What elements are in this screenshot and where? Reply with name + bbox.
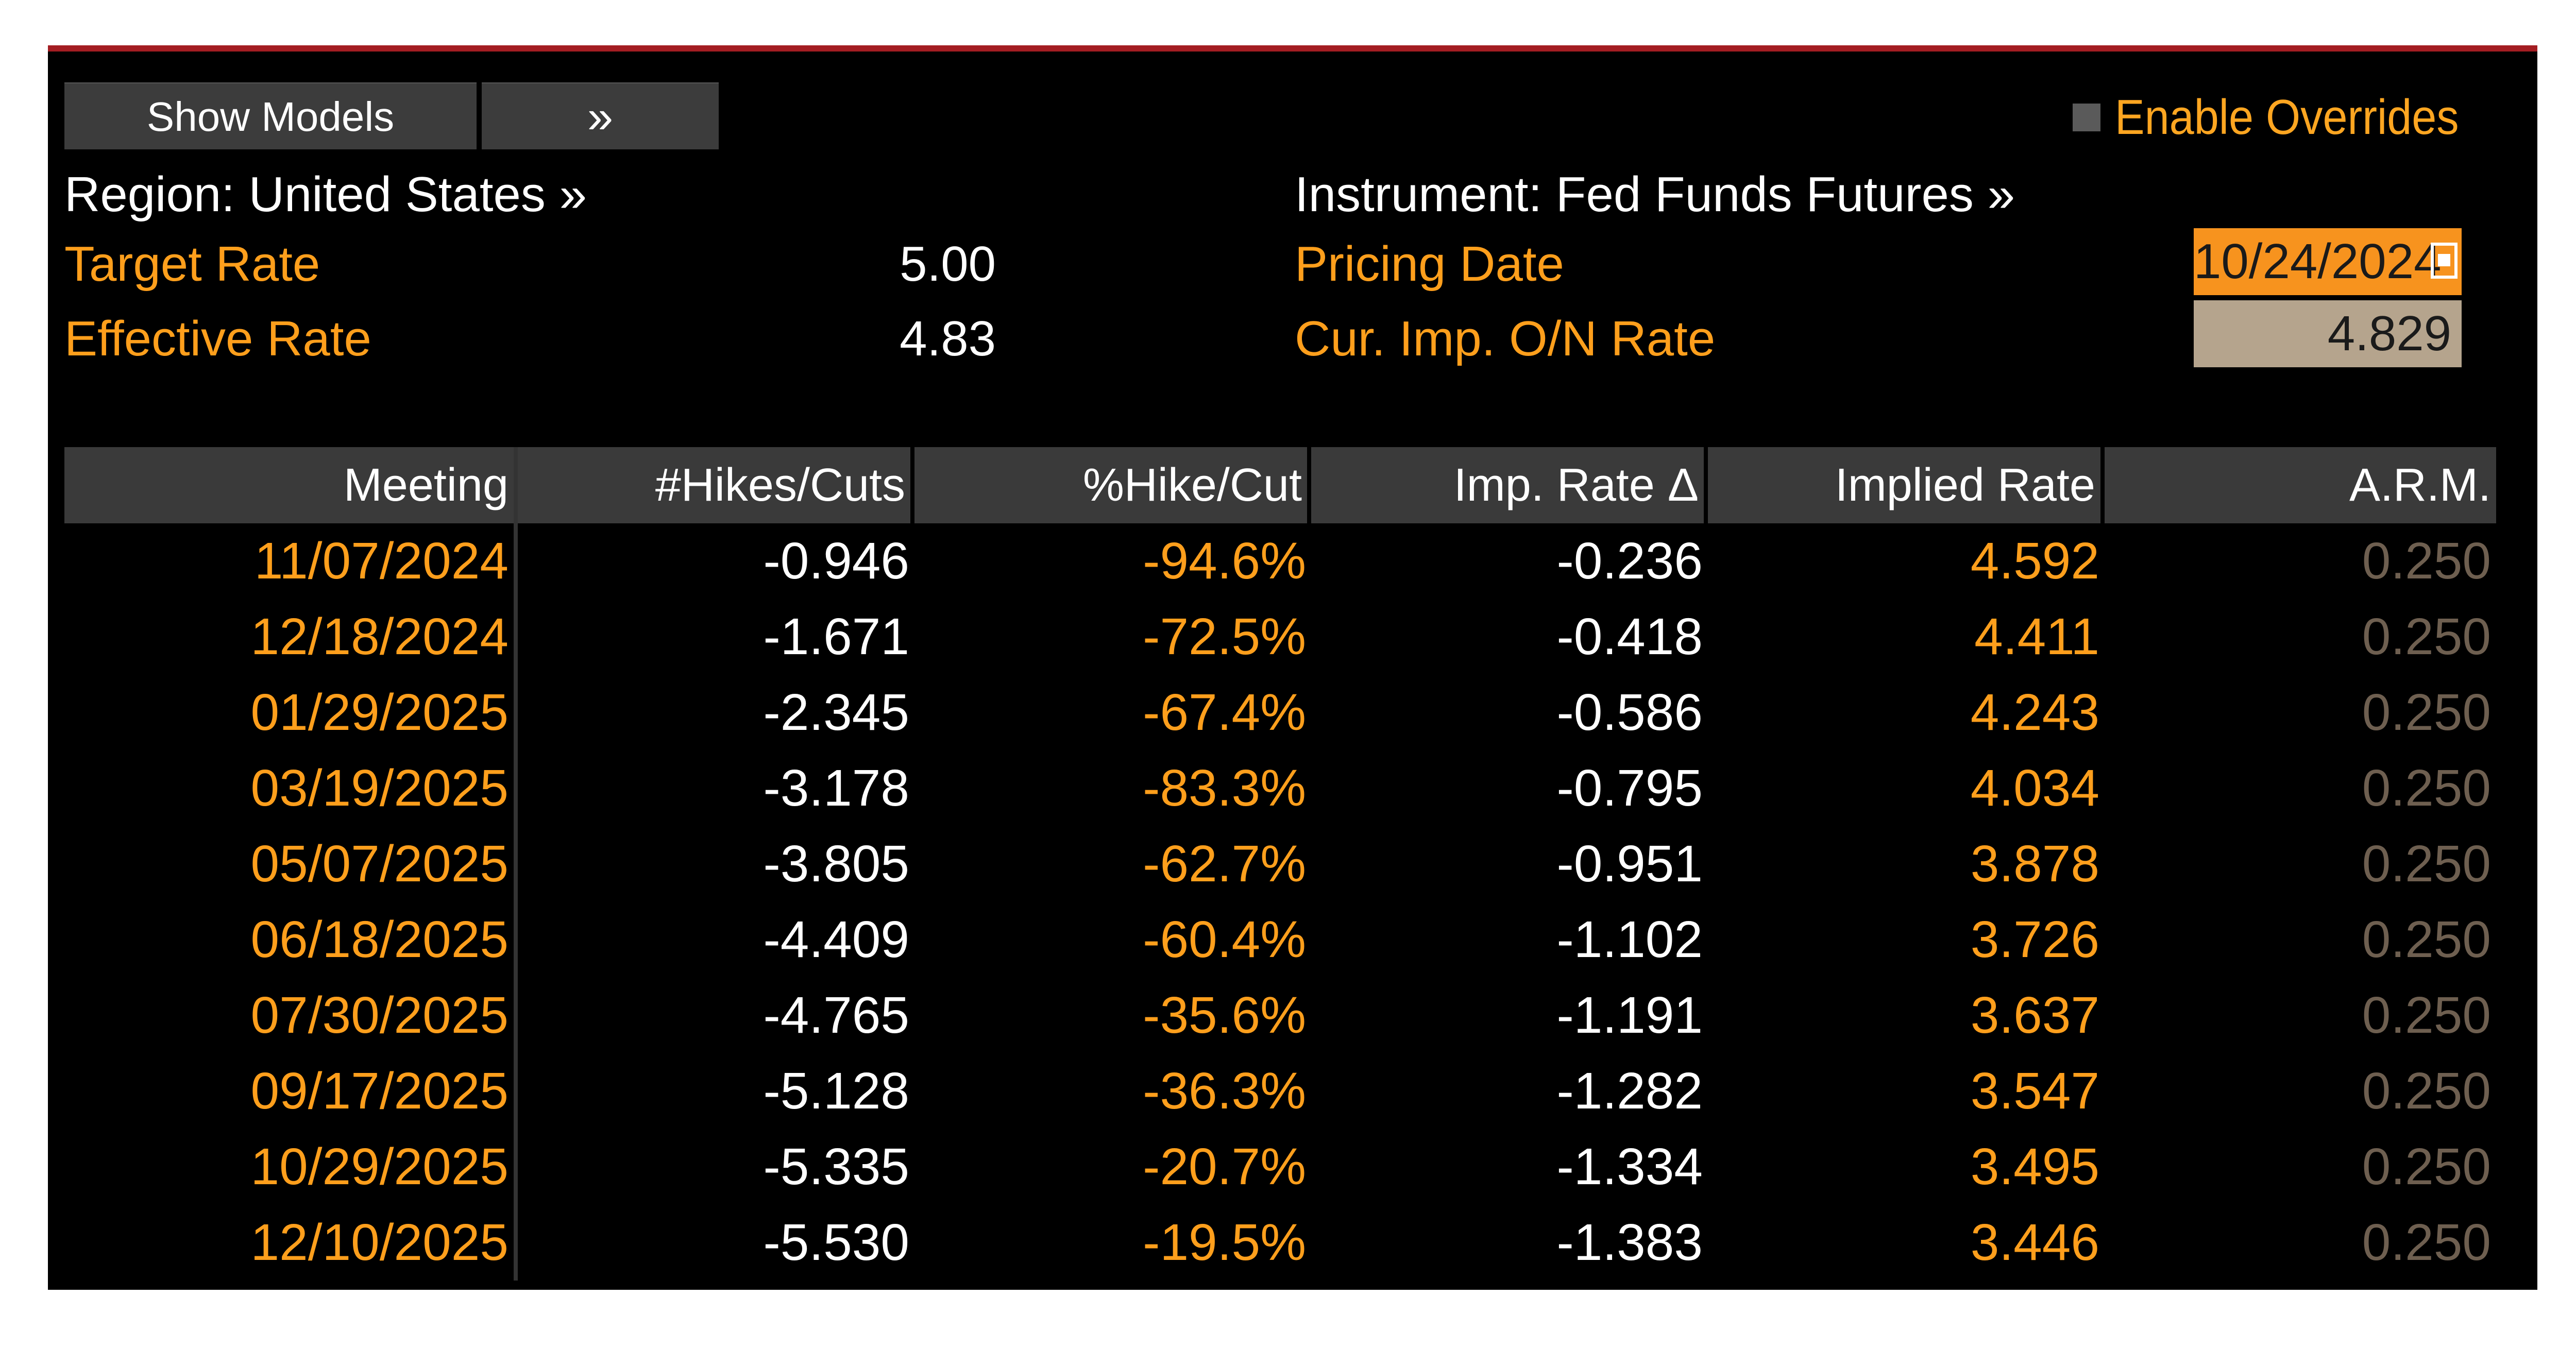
pct-hike-cut-cell: -94.6%	[1143, 532, 1306, 590]
table-row[interactable]: 09/17/2025 -5.128 -36.3% -1.282 3.547 0.…	[64, 1053, 2496, 1129]
hikes-cuts-cell: -3.805	[763, 835, 909, 893]
imp-rate-delta-cell: -1.334	[1556, 1138, 1703, 1196]
imp-rate-delta-cell: -1.102	[1556, 911, 1703, 968]
table-row[interactable]: 10/29/2025 -5.335 -20.7% -1.334 3.495 0.…	[64, 1129, 2496, 1205]
col-header-arm[interactable]: A.R.M.	[2349, 459, 2491, 511]
implied-rate-cell: 3.637	[1970, 986, 2099, 1044]
col-header-pct-hike-cut[interactable]: %Hike/Cut	[914, 447, 1311, 523]
arm-cell: 0.250	[2362, 911, 2491, 968]
cur-imp-rate-label: Cur. Imp. O/N Rate	[1295, 311, 1716, 366]
table-row[interactable]: 12/18/2024 -1.671 -72.5% -0.418 4.411 0.…	[64, 599, 2496, 675]
imp-rate-delta-cell: -1.383	[1556, 1214, 1703, 1271]
implied-rate-cell: 3.495	[1970, 1138, 2099, 1196]
enable-overrides-label: Enable Overrides	[2115, 90, 2459, 145]
hikes-cuts-cell: -5.335	[763, 1138, 909, 1196]
table-row[interactable]: 03/19/2025 -3.178 -83.3% -0.795 4.034 0.…	[64, 750, 2496, 826]
table-row[interactable]: 07/30/2025 -4.765 -35.6% -1.191 3.637 0.…	[64, 978, 2496, 1053]
col-header-imp-rate-delta[interactable]: Imp. Rate Δ	[1311, 447, 1708, 523]
hikes-cuts-cell: -5.128	[763, 1062, 909, 1120]
effective-rate-label: Effective Rate	[64, 311, 371, 366]
col-header-hikes-cuts[interactable]: #Hikes/Cuts	[518, 447, 914, 523]
imp-rate-delta-cell: -1.282	[1556, 1062, 1703, 1120]
hikes-cuts-cell: -0.946	[763, 532, 909, 590]
calendar-icon[interactable]	[2431, 243, 2458, 279]
hikes-cuts-cell: -2.345	[763, 684, 909, 741]
imp-rate-delta-cell: -0.236	[1556, 532, 1703, 590]
implied-rate-cell: 4.411	[1974, 608, 2099, 666]
meeting-date-cell: 01/29/2025	[64, 675, 518, 750]
pct-hike-cut-cell: -19.5%	[1143, 1214, 1306, 1271]
target-rate-value: 5.00	[900, 236, 996, 292]
imp-rate-delta-cell: -0.795	[1556, 759, 1703, 817]
pct-hike-cut-cell: -67.4%	[1143, 684, 1306, 741]
pct-hike-cut-cell: -60.4%	[1143, 911, 1306, 968]
arm-cell: 0.250	[2362, 532, 2491, 590]
instrument-selector[interactable]: Instrument: Fed Funds Futures »	[1295, 167, 2015, 222]
imp-rate-delta-cell: -0.586	[1556, 684, 1703, 741]
table-row[interactable]: 05/07/2025 -3.805 -62.7% -0.951 3.878 0.…	[64, 826, 2496, 902]
imp-rate-delta-cell: -0.418	[1556, 608, 1703, 666]
pct-hike-cut-cell: -62.7%	[1143, 835, 1306, 893]
meeting-date-cell: 10/29/2025	[64, 1129, 518, 1205]
hikes-cuts-cell: -1.671	[763, 608, 909, 666]
meeting-date-cell: 07/30/2025	[64, 978, 518, 1053]
hikes-cuts-cell: -3.178	[763, 759, 909, 817]
pricing-date-input[interactable]: 10/24/2024	[2194, 228, 2462, 295]
implied-rate-cell: 4.592	[1970, 532, 2099, 590]
top-rule	[48, 45, 2537, 52]
enable-overrides-toggle[interactable]: Enable Overrides	[2073, 87, 2497, 148]
target-rate-label: Target Rate	[64, 236, 320, 292]
fed-funds-monitor-panel: Show Models » Enable Overrides Region: U…	[48, 45, 2537, 1290]
table-row[interactable]: 06/18/2025 -4.409 -60.4% -1.102 3.726 0.…	[64, 902, 2496, 978]
pct-hike-cut-cell: -36.3%	[1143, 1062, 1306, 1120]
implied-rate-cell: 4.034	[1970, 759, 2099, 817]
implied-rate-cell: 3.446	[1970, 1214, 2099, 1271]
meeting-date-cell: 11/07/2024	[64, 523, 518, 599]
meeting-date-cell: 12/10/2025	[64, 1205, 518, 1281]
hikes-cuts-cell: -4.409	[763, 911, 909, 968]
meeting-date-cell: 12/18/2024	[64, 599, 518, 675]
arm-cell: 0.250	[2362, 1138, 2491, 1196]
implied-rate-cell: 3.547	[1970, 1062, 2099, 1120]
table-row[interactable]: 01/29/2025 -2.345 -67.4% -0.586 4.243 0.…	[64, 675, 2496, 750]
overrides-checkbox[interactable]	[2073, 104, 2101, 131]
expand-chevron-button[interactable]: »	[482, 82, 719, 149]
table-row[interactable]: 12/10/2025 -5.530 -19.5% -1.383 3.446 0.…	[64, 1205, 2496, 1281]
pct-hike-cut-cell: -72.5%	[1143, 608, 1306, 666]
meeting-date-cell: 09/17/2025	[64, 1053, 518, 1129]
arm-cell: 0.250	[2362, 759, 2491, 817]
arm-cell: 0.250	[2362, 1062, 2491, 1120]
region-selector[interactable]: Region: United States »	[64, 167, 587, 222]
meeting-date-cell: 06/18/2025	[64, 902, 518, 978]
col-header-implied-rate[interactable]: Implied Rate	[1708, 447, 2105, 523]
implied-rate-cell: 4.243	[1970, 684, 2099, 741]
implied-rate-cell: 3.878	[1970, 835, 2099, 893]
pricing-date-value: 10/24/2024	[2194, 234, 2442, 289]
table-row[interactable]: 11/07/2024 -0.946 -94.6% -0.236 4.592 0.…	[64, 523, 2496, 599]
meeting-date-cell: 03/19/2025	[64, 750, 518, 826]
arm-cell: 0.250	[2362, 608, 2491, 666]
table-header-row: Meeting #Hikes/Cuts %Hike/Cut Imp. Rate …	[64, 447, 2496, 523]
imp-rate-delta-cell: -0.951	[1556, 835, 1703, 893]
meeting-date-cell: 05/07/2025	[64, 826, 518, 902]
pct-hike-cut-cell: -35.6%	[1143, 986, 1306, 1044]
meeting-probability-table: Meeting #Hikes/Cuts %Hike/Cut Imp. Rate …	[64, 447, 2496, 1281]
arm-cell: 0.250	[2362, 1214, 2491, 1271]
arm-cell: 0.250	[2362, 684, 2491, 741]
col-header-meeting[interactable]: Meeting	[64, 447, 518, 523]
effective-rate-value: 4.83	[900, 311, 996, 366]
hikes-cuts-cell: -4.765	[763, 986, 909, 1044]
pricing-date-label: Pricing Date	[1295, 236, 1564, 292]
arm-cell: 0.250	[2362, 986, 2491, 1044]
pct-hike-cut-cell: -20.7%	[1143, 1138, 1306, 1196]
arm-cell: 0.250	[2362, 835, 2491, 893]
show-models-button[interactable]: Show Models	[64, 82, 477, 149]
hikes-cuts-cell: -5.530	[763, 1214, 909, 1271]
pct-hike-cut-cell: -83.3%	[1143, 759, 1306, 817]
cur-imp-rate-field[interactable]: 4.829	[2194, 300, 2462, 367]
implied-rate-cell: 3.726	[1970, 911, 2099, 968]
imp-rate-delta-cell: -1.191	[1556, 986, 1703, 1044]
